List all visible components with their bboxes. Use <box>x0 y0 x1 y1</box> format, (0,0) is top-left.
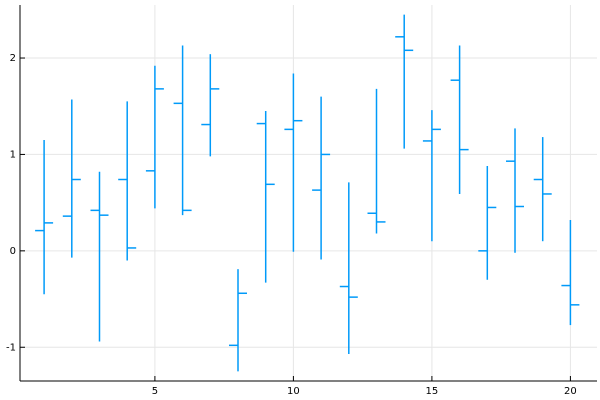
y-tick-label: 0 <box>10 246 16 257</box>
x-tick-label: 10 <box>287 386 300 397</box>
x-tick-label: 15 <box>426 386 439 397</box>
x-tick-label: 20 <box>564 386 577 397</box>
x-tick-label: 5 <box>152 386 158 397</box>
y-tick-label: 1 <box>10 149 16 160</box>
y-tick-label: 2 <box>10 53 16 64</box>
y-tick-label: -1 <box>6 342 16 353</box>
